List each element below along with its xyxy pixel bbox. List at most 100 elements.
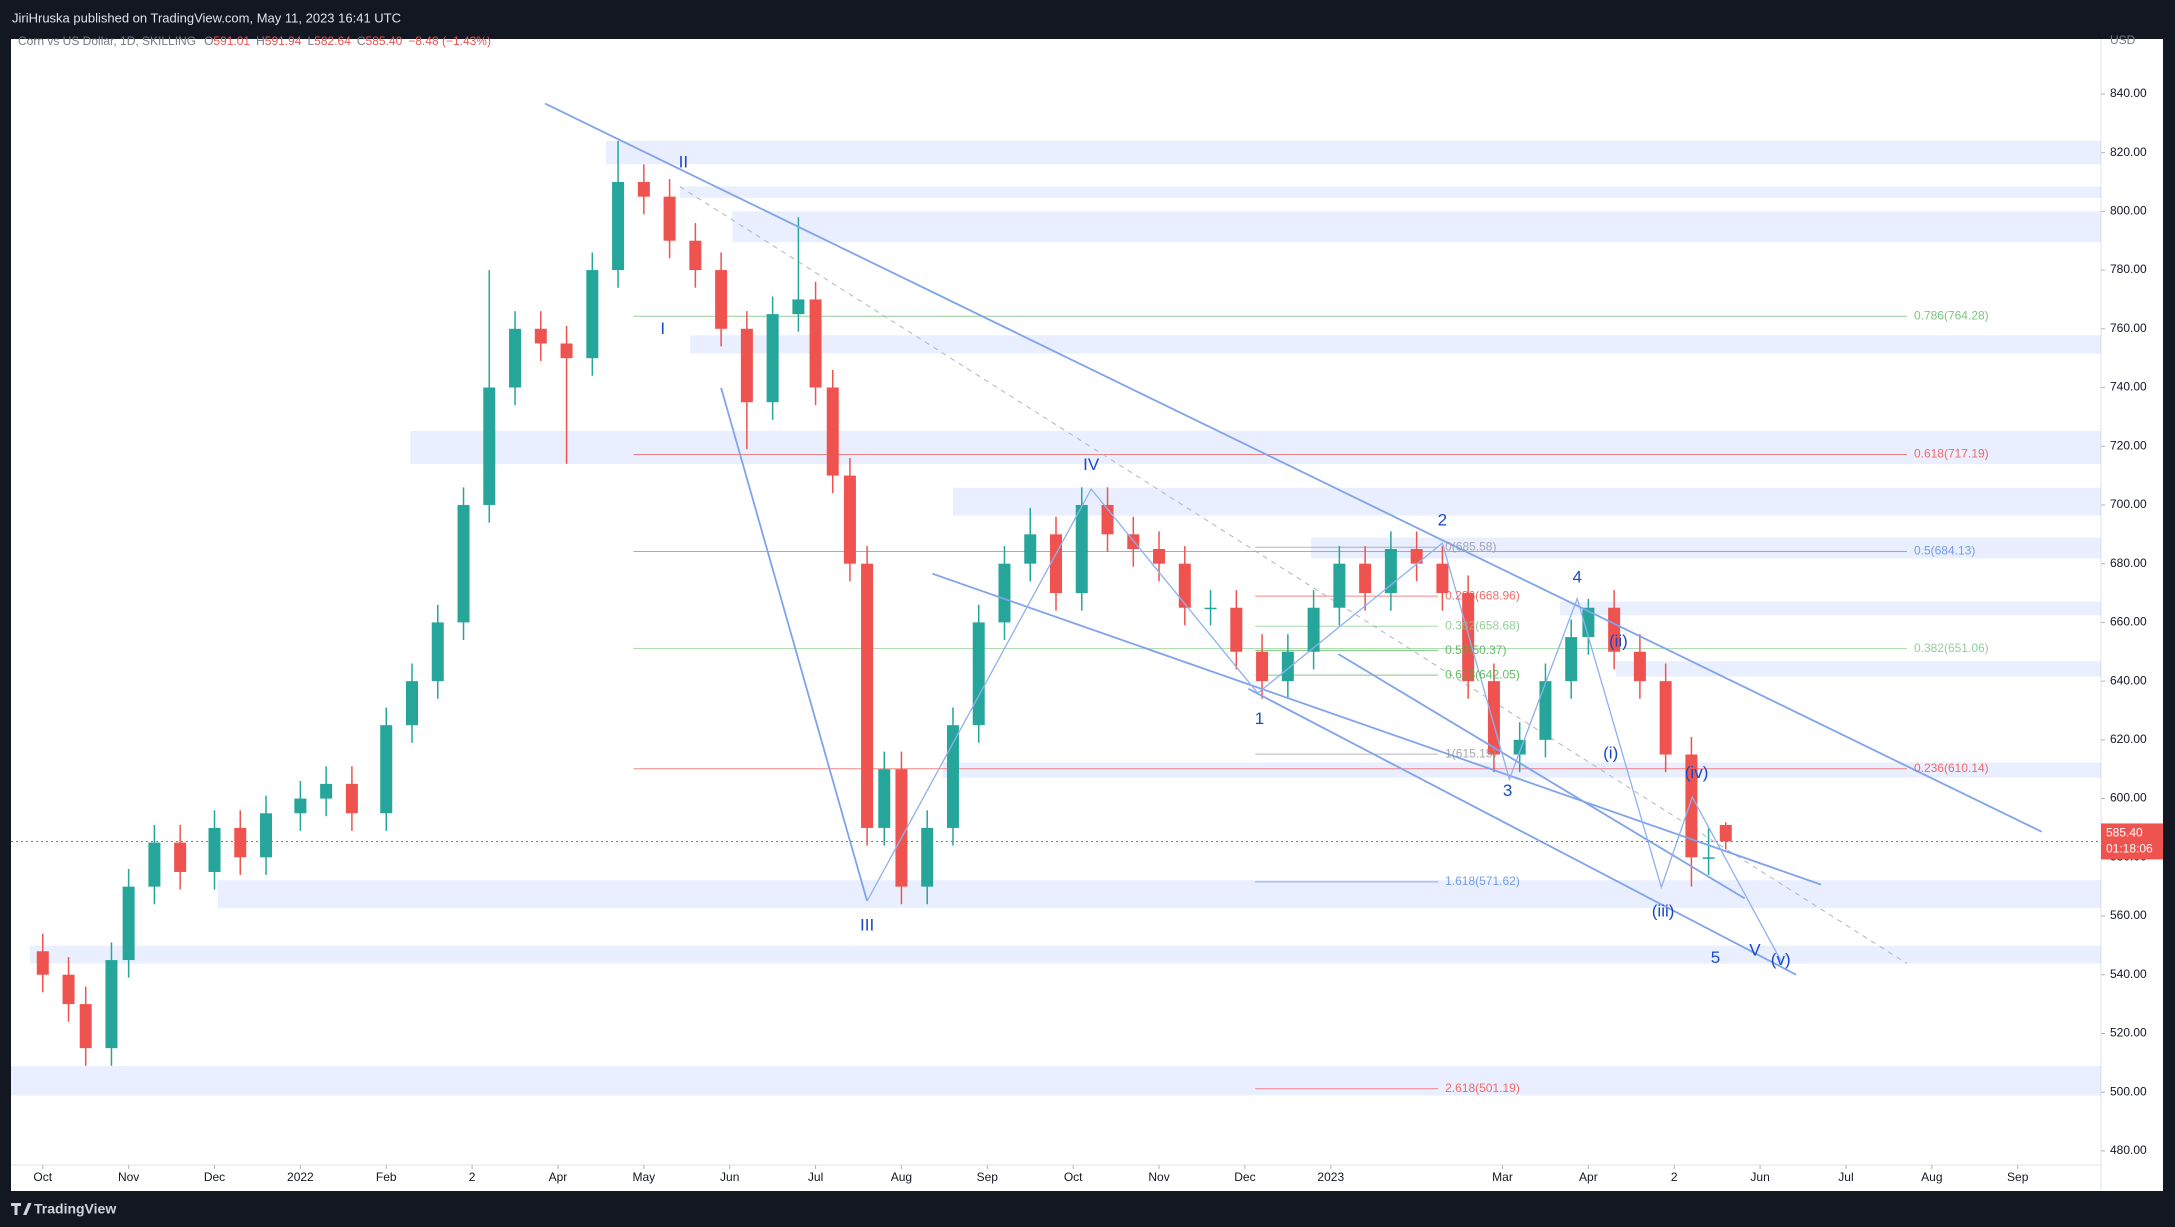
ohlc-prefix: L [307,34,314,48]
candle-body [792,299,805,315]
candle-body [1230,607,1243,652]
fib-label: 0.382(658.68) [1445,618,1520,632]
candle-body [878,769,891,828]
candle-body [260,813,273,858]
ohlc-value: 585.40 [366,34,403,48]
candle-body [1685,754,1698,858]
last-price-tag [2101,823,2163,860]
zone [1560,601,2101,616]
zone [1311,537,2101,559]
trend-line [720,387,868,902]
candle-body [380,725,393,814]
publish-header: JiriHruska published on TradingView.com,… [12,10,401,25]
candle-body [1075,504,1088,594]
y-tick-label: 500.00 [2110,1084,2147,1098]
candle-body [1333,563,1346,608]
candle-body [766,314,779,403]
y-tick-label: 800.00 [2110,204,2147,218]
y-tick-label: 700.00 [2110,497,2147,511]
zone [29,945,2101,964]
x-tick-label: 2023 [1317,1170,1344,1184]
wave-label: III [860,915,874,934]
y-tick-label: 760.00 [2110,321,2147,335]
candle-body [174,842,187,872]
candle-body [1153,549,1166,564]
zone [217,880,2101,909]
candle-body [208,827,221,872]
y-tick-label: 520.00 [2110,1026,2147,1040]
last-price-label: 585.40 [2106,826,2143,840]
brand-logo [11,1203,32,1215]
fib-label: 2.618(501.19) [1445,1081,1520,1095]
wave-label: II [679,153,688,172]
x-tick-label: 2 [1671,1170,1678,1184]
candle-body [1307,607,1320,652]
brand-name: TradingView [34,1201,116,1217]
y-tick-label: 740.00 [2110,380,2147,394]
candle-body [1050,534,1062,594]
candle-body [405,681,418,726]
symbol-name: Corn vs US Dollar, 1D, SKILLING [18,34,196,48]
zone [679,186,2101,198]
zone [952,487,2101,516]
trend-line [544,102,2043,833]
fib-label: 1(615.15) [1445,746,1496,760]
candle-body [79,1004,92,1049]
fib-label: 0.5(684.13) [1914,544,1975,558]
ohlc-prefix: O [204,34,213,48]
chart-panel [11,39,2163,1191]
ohlc-value: 591.01 [213,34,250,48]
x-tick-label: Apr [1579,1170,1598,1184]
candle-body [36,951,49,975]
candle-body [921,827,934,887]
wave-label: I [660,319,665,338]
wave-label: 4 [1572,568,1581,587]
candle-body [946,725,959,828]
candle-body [431,622,444,682]
fib-label: 0.382(651.06) [1914,641,1989,655]
y-tick-label: 660.00 [2110,615,2147,629]
x-tick-label: Jul [1838,1170,1853,1184]
wave-label: (i) [1603,743,1618,762]
candle-body [483,387,496,505]
fib-label: 0.236(610.14) [1914,761,1989,775]
x-tick-label: Mar [1492,1170,1513,1184]
candle-body [1024,534,1037,564]
fib-label: 0.236(668.96) [1445,588,1520,602]
candle-body [1659,681,1672,755]
trend-line [1338,653,1746,900]
ohlc-prefix: H [256,34,265,48]
y-tick-label: 540.00 [2110,967,2147,981]
y-tick-label: 640.00 [2110,673,2147,687]
y-tick-label: 720.00 [2110,438,2147,452]
fib-label: 0.5(650.37) [1445,643,1506,657]
x-tick-label: Nov [1148,1170,1169,1184]
candle-body [1436,563,1449,594]
zone [732,211,2101,243]
wave-label: 5 [1711,948,1720,967]
zone [410,430,2101,465]
candle-body [843,475,856,564]
trend-line [1247,687,1797,976]
zone [11,1066,2101,1096]
trend-line [932,572,1822,886]
candle-body [1582,607,1595,638]
candle-body [715,270,728,329]
candle-body [826,387,839,476]
x-tick-label: Feb [376,1170,397,1184]
overlay: 0.786(764.28) 0.618(717.19) 0.5(684.13) 0.3… [660,153,1988,1095]
y-tick-label: 840.00 [2110,86,2147,100]
x-tick-label: Sep [977,1170,999,1184]
fib-label: 0.786(764.28) [1914,308,1989,322]
candle-body [320,783,333,799]
x-tick-label: Dec [204,1170,225,1184]
fib-label: 0.618(717.19) [1914,447,1989,461]
currency-label: USD [2110,33,2136,47]
candle-body [509,328,522,388]
candle-body [1410,549,1423,564]
x-tick-label: Jun [720,1170,739,1184]
candle-body [1204,607,1217,610]
wave-label: (iv) [1685,763,1709,782]
candle-body [895,769,908,887]
ohlc-value: 591.94 [265,34,302,48]
